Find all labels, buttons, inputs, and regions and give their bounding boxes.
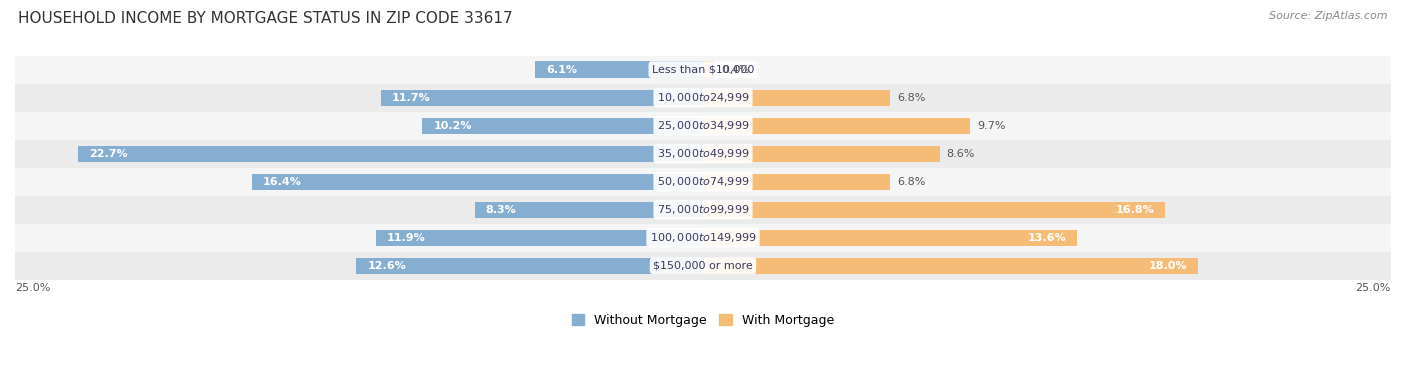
Text: $75,000 to $99,999: $75,000 to $99,999: [657, 203, 749, 216]
Text: 11.9%: 11.9%: [387, 233, 425, 243]
Text: 11.7%: 11.7%: [392, 93, 430, 102]
Bar: [79, 146, 703, 162]
Text: 9.7%: 9.7%: [977, 121, 1005, 131]
Text: 16.4%: 16.4%: [263, 177, 301, 187]
Text: $50,000 to $74,999: $50,000 to $74,999: [657, 175, 749, 188]
Bar: [356, 257, 703, 274]
Text: 12.6%: 12.6%: [367, 261, 406, 271]
Bar: [15, 168, 1391, 196]
Text: 6.8%: 6.8%: [897, 177, 925, 187]
Bar: [703, 146, 939, 162]
Bar: [703, 90, 890, 106]
Bar: [15, 196, 1391, 224]
Bar: [15, 84, 1391, 112]
Bar: [422, 118, 703, 134]
Text: Source: ZipAtlas.com: Source: ZipAtlas.com: [1270, 11, 1388, 21]
Text: 13.6%: 13.6%: [1028, 233, 1066, 243]
Text: 16.8%: 16.8%: [1115, 205, 1154, 215]
Bar: [475, 201, 703, 218]
Text: $35,000 to $49,999: $35,000 to $49,999: [657, 147, 749, 160]
Bar: [375, 229, 703, 246]
Text: HOUSEHOLD INCOME BY MORTGAGE STATUS IN ZIP CODE 33617: HOUSEHOLD INCOME BY MORTGAGE STATUS IN Z…: [18, 11, 513, 26]
Bar: [15, 56, 1391, 84]
Text: $10,000 to $24,999: $10,000 to $24,999: [657, 91, 749, 104]
Text: 6.1%: 6.1%: [546, 65, 576, 74]
Bar: [15, 112, 1391, 139]
Text: 18.0%: 18.0%: [1149, 261, 1187, 271]
Bar: [15, 252, 1391, 280]
Bar: [536, 62, 703, 78]
Bar: [15, 224, 1391, 252]
Bar: [703, 62, 714, 78]
Bar: [703, 229, 1077, 246]
Text: $100,000 to $149,999: $100,000 to $149,999: [650, 231, 756, 244]
Text: 22.7%: 22.7%: [90, 149, 128, 159]
Text: 10.2%: 10.2%: [433, 121, 472, 131]
Text: $25,000 to $34,999: $25,000 to $34,999: [657, 119, 749, 132]
Bar: [381, 90, 703, 106]
Bar: [252, 174, 703, 190]
Bar: [703, 257, 1198, 274]
Text: $150,000 or more: $150,000 or more: [654, 261, 752, 271]
Bar: [703, 201, 1166, 218]
Text: 8.6%: 8.6%: [946, 149, 974, 159]
Bar: [703, 174, 890, 190]
Text: 0.4%: 0.4%: [721, 65, 749, 74]
Text: 25.0%: 25.0%: [15, 283, 51, 293]
Legend: Without Mortgage, With Mortgage: Without Mortgage, With Mortgage: [572, 314, 834, 327]
Bar: [703, 118, 970, 134]
Text: 6.8%: 6.8%: [897, 93, 925, 102]
Bar: [15, 139, 1391, 168]
Text: 8.3%: 8.3%: [485, 205, 516, 215]
Text: 25.0%: 25.0%: [1355, 283, 1391, 293]
Text: Less than $10,000: Less than $10,000: [652, 65, 754, 74]
